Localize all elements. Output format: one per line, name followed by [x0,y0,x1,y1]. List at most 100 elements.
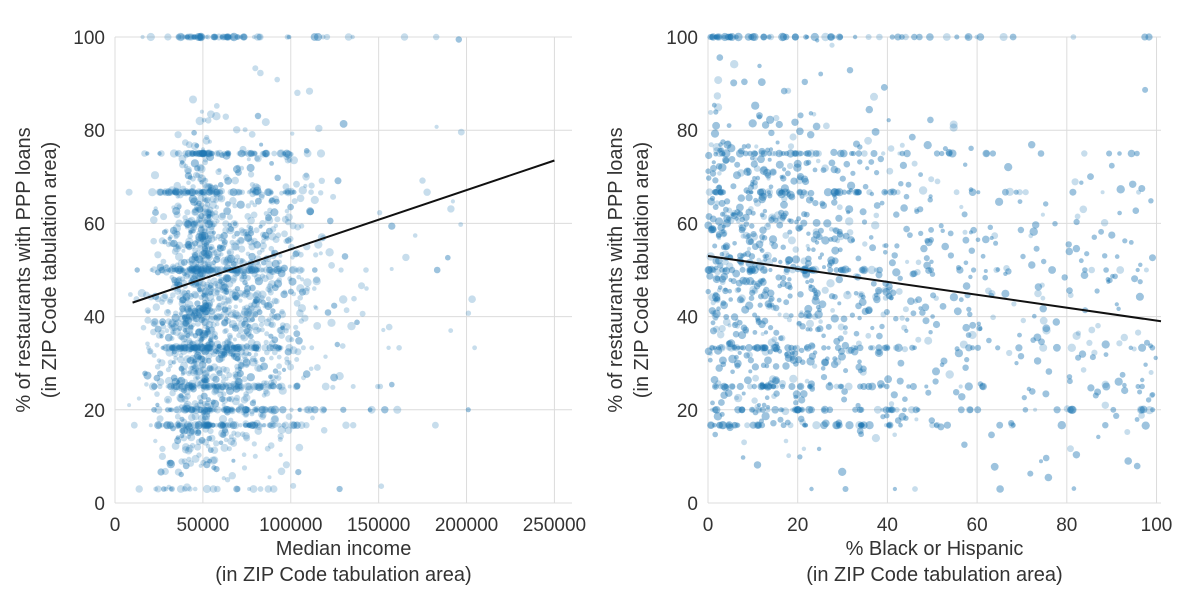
scatter-point [841,388,848,395]
scatter-point [869,191,875,197]
scatter-point [208,307,213,312]
scatter-point [719,251,725,257]
scatter-point [187,216,196,225]
scatter-point [197,336,204,342]
scatter-point [147,349,153,355]
scatter-point [899,150,906,157]
scatter-point [215,349,220,355]
scatter-point [245,385,254,394]
scatter-point [282,190,287,195]
scatter-point [902,306,909,313]
scatter-point [218,313,224,320]
scatter-point [268,232,277,241]
scatter-point [216,343,222,349]
scatter-point [196,200,202,207]
scatter-point [201,151,207,156]
scatter-point [222,343,231,352]
scatter-point [184,149,192,158]
scatter-point [260,239,266,244]
scatter-point [302,173,310,181]
scatter-point [189,95,197,104]
scatter-point [248,225,254,231]
scatter-point [295,337,303,345]
scatter-point [252,453,258,459]
scatter-point [187,175,193,181]
scatter-point [205,188,213,196]
scatter-point [154,391,160,397]
scatter-point [184,242,192,249]
scatter-point [230,407,235,412]
scatter-point [217,421,226,430]
scatter-point [184,407,190,412]
scatter-point [261,344,269,352]
x-tick-label: 150000 [347,515,410,536]
scatter-point [172,320,180,327]
scatter-point [196,216,203,224]
scatter-point [195,204,204,213]
scatter-point [160,294,168,302]
scatter-point [203,407,209,413]
scatter-point [241,352,248,360]
scatter-point [184,172,192,180]
scatter-point [222,113,229,120]
scatter-point [188,229,193,234]
scatter-point [235,164,241,170]
scatter-point [248,327,253,332]
scatter-point [208,407,213,412]
scatter-point [215,354,224,363]
scatter-point [254,184,262,192]
scatter-point [203,241,209,247]
scatter-point [223,274,232,283]
scatter-point [166,484,172,490]
scatter-point [996,421,1004,429]
scatter-point [185,425,190,431]
scatter-point [1142,86,1149,93]
scatter-point [201,292,207,298]
scatter-point [198,379,205,386]
scatter-point [242,411,250,418]
scatter-point [741,78,748,86]
scatter-point [247,227,254,234]
scatter-point [229,239,236,246]
scatter-point [170,323,179,332]
scatter-point [190,360,199,369]
scatter-point [194,256,199,262]
scatter-point [165,398,170,403]
scatter-point [196,200,202,207]
scatter-point [759,226,767,234]
scatter-point [237,383,243,390]
scatter-point [195,280,203,288]
scatter-point [237,383,245,390]
scatter-point [185,225,189,230]
scatter-point [963,162,968,167]
scatter-point [172,207,181,215]
scatter-point [195,429,202,435]
scatter-point [732,241,737,246]
scatter-point [209,373,218,382]
scatter-point [314,364,321,371]
scatter-point [299,223,305,229]
scatter-point [207,284,214,291]
scatter-point [287,235,294,243]
scatter-point [192,345,199,351]
scatter-point [806,231,811,236]
scatter-point [249,408,255,415]
scatter-point [158,452,166,460]
scatter-point [792,246,800,253]
scatter-point [231,309,236,314]
scatter-point [168,239,176,247]
scatter-point [740,455,746,460]
scatter-point [201,150,207,157]
scatter-point [192,486,198,492]
scatter-point [249,284,256,292]
scatter-point [201,117,207,123]
scatter-point [188,194,198,204]
scatter-point [190,197,199,206]
scatter-point [266,344,274,352]
scatter-point [256,33,264,41]
scatter-point [201,150,207,157]
scatter-point [188,365,194,371]
scatter-point [229,261,234,266]
scatter-point [204,250,213,259]
